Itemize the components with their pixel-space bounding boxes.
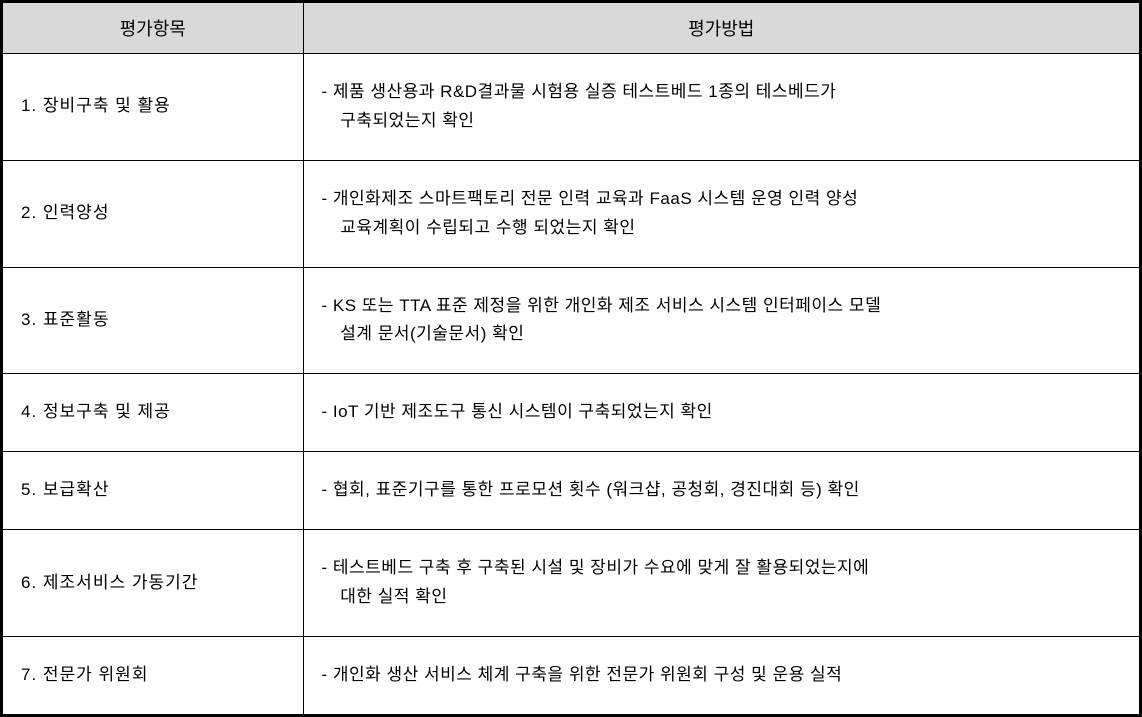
table-row: 6. 제조서비스 가동기간 - 테스트베드 구축 후 구축된 시설 및 장비가 … <box>3 530 1139 637</box>
evaluation-table: 평가항목 평가방법 1. 장비구축 및 활용 - 제품 생산용과 R&D결과물 … <box>3 3 1139 714</box>
method-line-2: 대한 실적 확인 <box>322 583 1124 612</box>
row-method: - 제품 생산용과 R&D결과물 시험용 실증 테스트베드 1종의 테스베드가 … <box>303 54 1139 161</box>
table-row: 5. 보급확산 - 협회, 표준기구를 통한 프로모션 횟수 (워크샵, 공청회… <box>3 452 1139 530</box>
method-line-1: - 협회, 표준기구를 통한 프로모션 횟수 (워크샵, 공청회, 경진대회 등… <box>322 476 1124 505</box>
row-method: - KS 또는 TTA 표준 제정을 위한 개인화 제조 서비스 시스템 인터페… <box>303 267 1139 374</box>
table-row: 1. 장비구축 및 활용 - 제품 생산용과 R&D결과물 시험용 실증 테스트… <box>3 54 1139 161</box>
method-line-1: - 테스트베드 구축 후 구축된 시설 및 장비가 수요에 맞게 잘 활용되었는… <box>322 554 1124 583</box>
method-line-2: 구축되었는지 확인 <box>322 107 1124 136</box>
method-line-1: - IoT 기반 제조도구 통신 시스템이 구축되었는지 확인 <box>322 398 1124 427</box>
header-method: 평가방법 <box>303 3 1139 54</box>
row-item: 1. 장비구축 및 활용 <box>3 54 303 161</box>
method-line-1: - 개인화제조 스마트팩토리 전문 인력 교육과 FaaS 시스템 운영 인력 … <box>322 185 1124 214</box>
table-header-row: 평가항목 평가방법 <box>3 3 1139 54</box>
row-item: 2. 인력양성 <box>3 160 303 267</box>
method-line-2: 교육계획이 수립되고 수행 되었는지 확인 <box>322 214 1124 243</box>
method-line-1: - 개인화 생산 서비스 체계 구축을 위한 전문가 위원회 구성 및 운용 실… <box>322 661 1124 690</box>
row-item: 5. 보급확산 <box>3 452 303 530</box>
row-method: - 개인화 생산 서비스 체계 구축을 위한 전문가 위원회 구성 및 운용 실… <box>303 636 1139 713</box>
method-line-1: - KS 또는 TTA 표준 제정을 위한 개인화 제조 서비스 시스템 인터페… <box>322 292 1124 321</box>
method-line-2: 설계 문서(기술문서) 확인 <box>322 320 1124 349</box>
method-line-1: - 제품 생산용과 R&D결과물 시험용 실증 테스트베드 1종의 테스베드가 <box>322 78 1124 107</box>
row-item: 6. 제조서비스 가동기간 <box>3 530 303 637</box>
table-row: 3. 표준활동 - KS 또는 TTA 표준 제정을 위한 개인화 제조 서비스… <box>3 267 1139 374</box>
row-method: - 개인화제조 스마트팩토리 전문 인력 교육과 FaaS 시스템 운영 인력 … <box>303 160 1139 267</box>
table-row: 7. 전문가 위원회 - 개인화 생산 서비스 체계 구축을 위한 전문가 위원… <box>3 636 1139 713</box>
row-method: - 협회, 표준기구를 통한 프로모션 횟수 (워크샵, 공청회, 경진대회 등… <box>303 452 1139 530</box>
row-method: - IoT 기반 제조도구 통신 시스템이 구축되었는지 확인 <box>303 374 1139 452</box>
table-row: 2. 인력양성 - 개인화제조 스마트팩토리 전문 인력 교육과 FaaS 시스… <box>3 160 1139 267</box>
header-item: 평가항목 <box>3 3 303 54</box>
row-item: 4. 정보구축 및 제공 <box>3 374 303 452</box>
row-item: 7. 전문가 위원회 <box>3 636 303 713</box>
evaluation-table-frame: 평가항목 평가방법 1. 장비구축 및 활용 - 제품 생산용과 R&D결과물 … <box>0 0 1142 717</box>
row-method: - 테스트베드 구축 후 구축된 시설 및 장비가 수요에 맞게 잘 활용되었는… <box>303 530 1139 637</box>
row-item: 3. 표준활동 <box>3 267 303 374</box>
table-row: 4. 정보구축 및 제공 - IoT 기반 제조도구 통신 시스템이 구축되었는… <box>3 374 1139 452</box>
